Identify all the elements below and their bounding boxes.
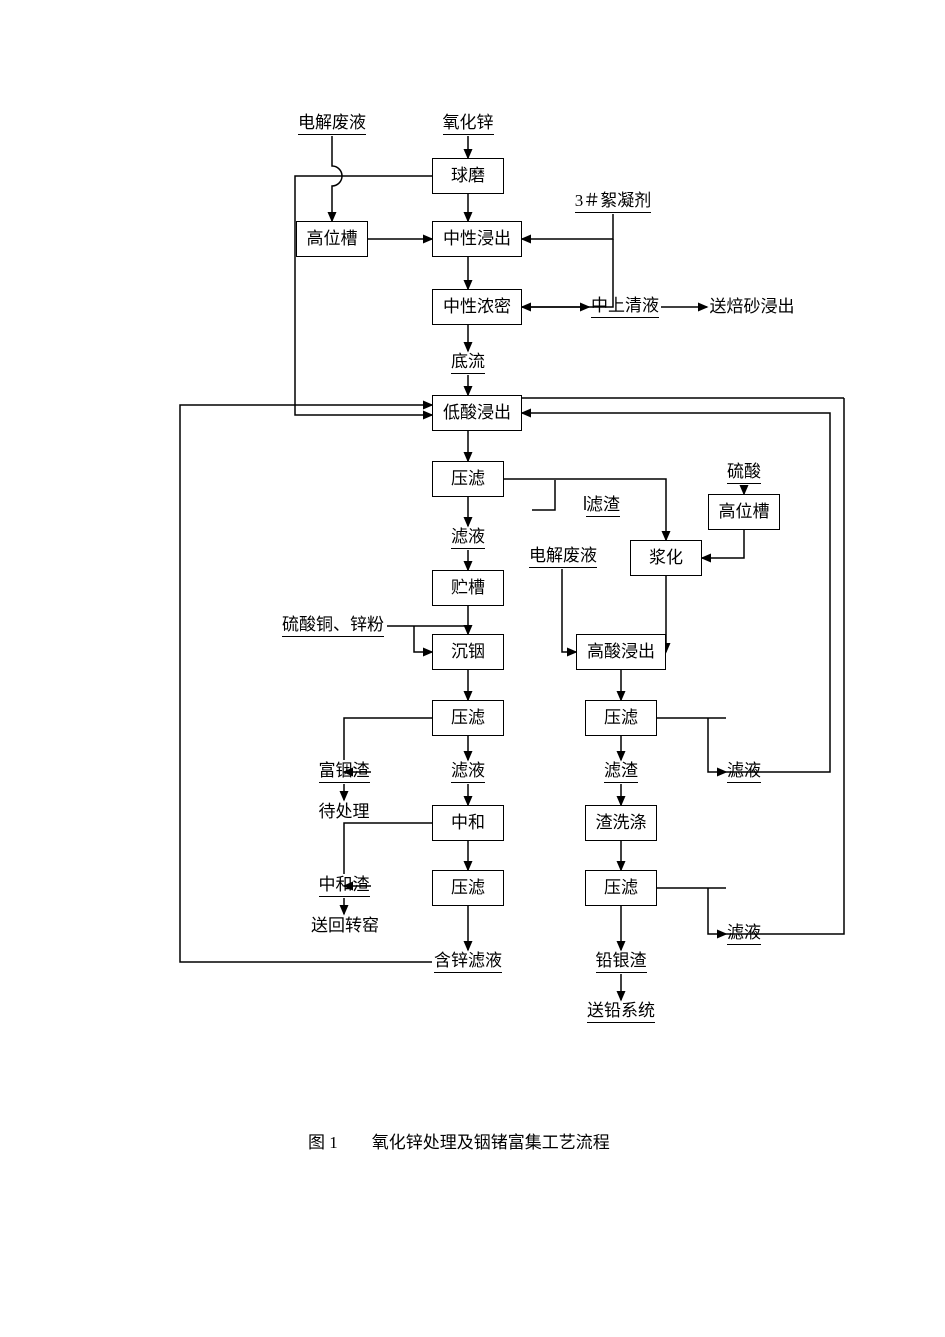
node-label: 硫酸: [727, 462, 761, 484]
node-label: 含锌滤液: [434, 951, 502, 973]
edge: [562, 569, 576, 652]
node-label: 氧化锌: [443, 113, 494, 135]
node-label: 送焙砂浸出: [710, 297, 795, 317]
node-n_floc: 3＃絮凝剂: [568, 190, 658, 214]
node-n_sqxt: 送铅系统: [585, 1000, 657, 1024]
node-label: 待处理: [319, 802, 370, 822]
node-n_zxnm: 中性浓密: [432, 289, 522, 325]
node-label: 压滤: [451, 878, 485, 898]
node-label: 球磨: [451, 166, 485, 186]
node-n_yl1: 压滤: [432, 461, 504, 497]
node-n_dl: 底流: [450, 351, 486, 375]
node-n_zsql: 中上清液: [589, 295, 661, 319]
edge: [332, 136, 342, 221]
node-n_hxly: 含锌滤液: [432, 950, 504, 974]
node-n_sbs: 送焙砂浸出: [707, 295, 797, 319]
node-label: 硫酸铜、锌粉: [282, 615, 384, 637]
node-n_dsj: 低酸浸出: [432, 395, 522, 431]
edge: [708, 888, 726, 934]
node-n_dcl: 待处理: [317, 800, 371, 824]
node-label: 渣洗涤: [596, 813, 647, 833]
node-label: 中性浓密: [443, 297, 511, 317]
node-n_jh: 浆化: [630, 540, 702, 576]
node-label: 压滤: [604, 878, 638, 898]
node-label: 中和: [451, 813, 485, 833]
node-n_zhz: 中和渣: [317, 874, 371, 898]
node-n_ly2: 滤液: [450, 760, 486, 784]
edge: [180, 405, 432, 962]
edge: [522, 214, 613, 239]
node-n_djfy2: 电解废液: [527, 545, 599, 569]
node-n_yl2: 压滤: [432, 700, 504, 736]
node-n_qyz: 铅银渣: [594, 950, 648, 974]
node-label: 压滤: [604, 708, 638, 728]
node-n_ly_r2: 滤液: [726, 922, 762, 946]
node-n_yl3: 压滤: [432, 870, 504, 906]
node-label: 中性浸出: [443, 229, 511, 249]
node-label: 送回转窑: [311, 916, 379, 936]
node-label: 3＃絮凝剂: [575, 191, 652, 213]
edge: [708, 718, 726, 772]
node-label: 中上清液: [591, 296, 659, 318]
node-n_ly1: 滤液: [450, 526, 486, 550]
node-n_yhx: 氧化锌: [441, 112, 495, 136]
edge: [532, 480, 555, 510]
node-n_cuzn: 硫酸铜、锌粉: [279, 614, 387, 638]
node-label: 底流: [451, 352, 485, 374]
node-label: 低酸浸出: [443, 403, 511, 423]
node-label: 电解废液: [529, 546, 597, 568]
node-n_gwc_left: 高位槽: [296, 221, 368, 257]
node-n_qm: 球磨: [432, 158, 504, 194]
edge: [295, 176, 453, 415]
node-label: 高酸浸出: [587, 642, 655, 662]
node-n_djfy_top: 电解废液: [296, 112, 368, 136]
page: 电解废液 氧化锌球磨 3＃絮凝剂高位槽 中性浸出中性浓密 中上清液 送焙砂浸出底流低酸浸出…: [0, 0, 945, 1337]
node-label: 滤液: [727, 761, 761, 783]
node-n_gwc_r: 高位槽: [708, 494, 780, 530]
node-n_gsjc: 高酸浸出: [576, 634, 666, 670]
node-label: 滤渣: [586, 495, 620, 517]
node-n_lz1: 滤渣: [585, 494, 621, 518]
node-n_ci: 沉铟: [432, 634, 504, 670]
node-label: 高位槽: [719, 502, 770, 522]
node-n_ly_r1: 滤液: [726, 760, 762, 784]
edge: [344, 718, 432, 760]
node-label: 滤液: [727, 923, 761, 945]
node-n_shzy: 送回转窑: [309, 914, 381, 938]
node-label: 中和渣: [319, 875, 370, 897]
node-label: 浆化: [649, 548, 683, 568]
node-n_lz2: 滤渣: [603, 760, 639, 784]
node-n_ls: 硫酸: [726, 461, 762, 485]
node-n_zxjc: 中性浸出: [432, 221, 522, 257]
node-label: 压滤: [451, 708, 485, 728]
edge: [344, 823, 432, 874]
node-label: 铅银渣: [596, 951, 647, 973]
node-label: 滤液: [451, 527, 485, 549]
node-n_zxd: 渣洗涤: [585, 805, 657, 841]
node-n_fyz: 富铟渣: [317, 760, 371, 784]
node-n_yl_r1: 压滤: [585, 700, 657, 736]
node-label: 滤液: [451, 761, 485, 783]
edge: [702, 530, 744, 558]
node-n_zc: 贮槽: [432, 570, 504, 606]
edge: [522, 413, 830, 772]
edge: [414, 626, 432, 652]
node-n_zh: 中和: [432, 805, 504, 841]
node-label: 高位槽: [307, 229, 358, 249]
node-label: 富铟渣: [319, 761, 370, 783]
node-label: 沉铟: [451, 642, 485, 662]
figure-caption: 图 1 氧化锌处理及铟锗富集工艺流程: [308, 1128, 610, 1153]
node-label: 电解废液: [298, 113, 366, 135]
node-label: 滤渣: [604, 761, 638, 783]
node-label: 压滤: [451, 469, 485, 489]
node-label: 贮槽: [451, 578, 485, 598]
node-label: 送铅系统: [587, 1001, 655, 1023]
node-n_yl_r2: 压滤: [585, 870, 657, 906]
